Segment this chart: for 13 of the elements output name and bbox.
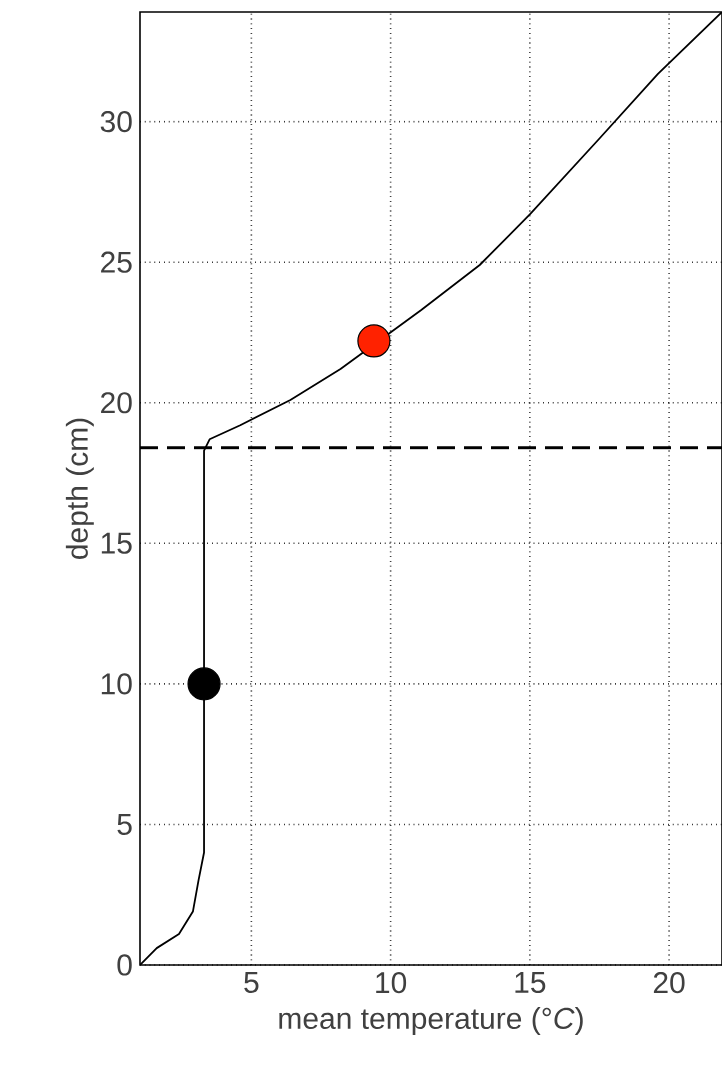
x-tick-label: 20 bbox=[653, 972, 685, 994]
y-tick-label: 5 bbox=[117, 813, 132, 835]
y-tick-label: 30 bbox=[100, 111, 132, 133]
y-tick-label: 15 bbox=[101, 532, 132, 554]
x-tick-label: 5 bbox=[244, 972, 259, 993]
y-tick-label: 0 bbox=[117, 954, 132, 976]
x-tick-label: 15 bbox=[515, 972, 546, 993]
x-axis-title: mean temperature (°C) bbox=[279, 1007, 583, 1035]
y-tick-label: 20 bbox=[101, 392, 132, 414]
y-axis-title: depth (cm) bbox=[65, 418, 94, 559]
x-tick-label: 10 bbox=[376, 972, 407, 994]
y-tick-label: 10 bbox=[101, 673, 132, 695]
y-tick-label: 25 bbox=[101, 251, 132, 273]
